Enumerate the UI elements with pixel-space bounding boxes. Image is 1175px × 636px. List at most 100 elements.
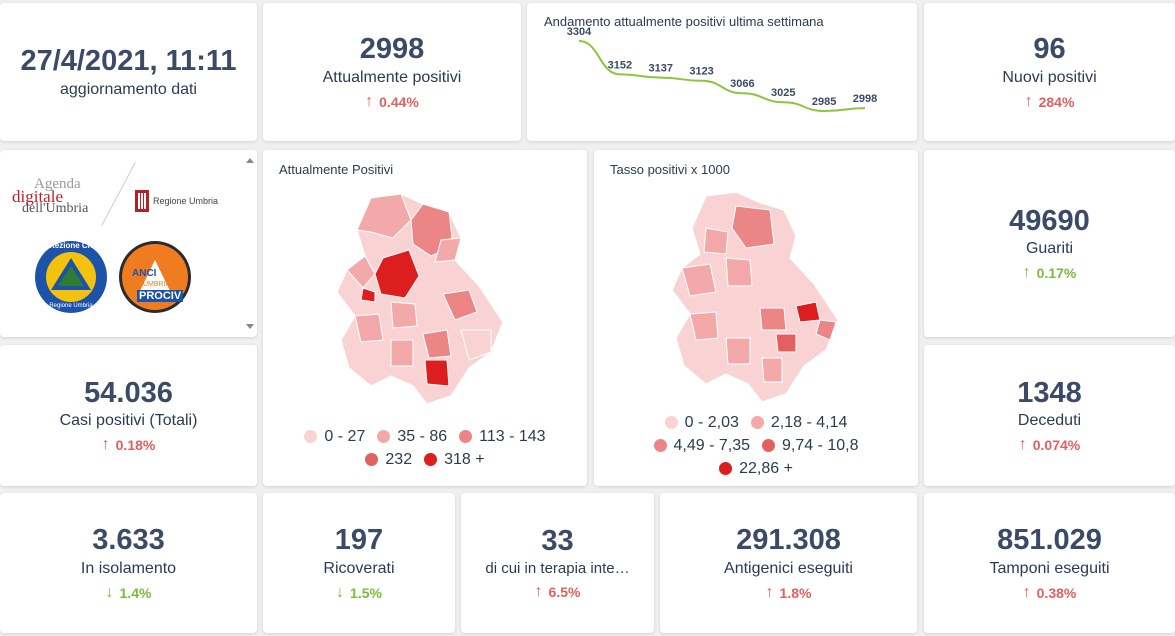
kpi-casi-totali: 54.036 Casi positivi (Totali) ↑ 0.18% xyxy=(0,345,257,486)
legend-item: 22,86 + xyxy=(719,458,793,479)
kpi-change-value: 1.5% xyxy=(350,584,382,601)
agenda-line3: dell'Umbria xyxy=(22,201,89,216)
legend-label: 0 - 2,03 xyxy=(684,414,739,431)
arrow-up-icon: ↑ xyxy=(534,583,543,601)
scroll-up-icon[interactable] xyxy=(246,158,254,163)
arrow-up-icon: ↑ xyxy=(765,583,774,601)
update-card: 27/4/2021, 11:11 aggiornamento dati xyxy=(0,3,257,141)
kpi-change: ↑ 6.5% xyxy=(535,583,581,601)
kpi-change-value: 6.5% xyxy=(548,584,581,601)
legend-label: 0 - 27 xyxy=(324,428,366,445)
legend-label: 318 + xyxy=(444,451,485,468)
kpi-value: 49690 xyxy=(1009,204,1090,237)
legend-label: 22,86 + xyxy=(739,460,793,477)
legend-swatch xyxy=(424,453,438,466)
kpi-change-value: 0.44% xyxy=(379,93,419,110)
kpi-change-value: 0.17% xyxy=(1036,265,1077,282)
map-positivi-legend: 0 - 27 35 - 86 113 - 143 232 318 + xyxy=(263,426,587,472)
trend-data-label: 3066 xyxy=(730,78,754,90)
umbria-map-tasso[interactable] xyxy=(666,188,846,408)
legend-swatch xyxy=(304,430,318,443)
legend-swatch xyxy=(365,453,379,466)
legend-label: 35 - 86 xyxy=(397,428,448,445)
trend-data-label: 3137 xyxy=(648,63,672,75)
arrow-up-icon: ↑ xyxy=(1022,264,1031,282)
kpi-value: 197 xyxy=(334,524,384,557)
arrow-up-icon: ↑ xyxy=(101,436,110,454)
update-label: aggiornamento dati xyxy=(60,80,197,98)
legend-swatch xyxy=(762,439,775,452)
kpi-label: Deceduti xyxy=(1017,412,1082,430)
kpi-change: ↑ 1.8% xyxy=(766,584,812,602)
kpi-value: 3.633 xyxy=(92,524,165,557)
kpi-label: Tamponi eseguiti xyxy=(989,559,1110,577)
legend-item: 4,49 - 7,35 xyxy=(653,435,751,456)
map-positivi-title: Attualmente Positivi xyxy=(279,162,394,177)
kpi-nuovi-positivi: 96 Nuovi positivi ↑ 284% xyxy=(924,3,1175,141)
trend-data-label: 3152 xyxy=(608,59,632,71)
kpi-change-value: 284% xyxy=(1038,93,1075,110)
legend-label: 232 xyxy=(385,451,413,468)
map-tasso-legend: 0 - 2,03 2,18 - 4,14 4,49 - 7,35 9,74 - 10,… xyxy=(594,412,918,481)
anci-label-3: PROCIV xyxy=(137,290,184,302)
legend-label: 4,49 - 7,35 xyxy=(673,437,751,454)
legend-item: 232 xyxy=(365,449,412,470)
scroll-down-icon[interactable] xyxy=(246,324,254,329)
regione-umbria-logo: Regione Umbria xyxy=(135,190,218,212)
kpi-change: ↑ 0.38% xyxy=(1023,584,1077,602)
kpi-label: di cui in terapia inte… xyxy=(485,560,630,578)
trend-data-label: 2998 xyxy=(853,93,877,105)
kpi-deceduti: 1348 Deceduti ↑ 0.074% xyxy=(924,345,1175,486)
kpi-value: 96 xyxy=(1033,33,1066,66)
trend-card: Andamento attualmente positivi ultima se… xyxy=(527,3,917,141)
arrow-down-icon: ↓ xyxy=(336,583,345,601)
trend-data-label: 3123 xyxy=(689,66,713,78)
kpi-change: ↓ 1.4% xyxy=(106,584,152,602)
kpi-value: 1348 xyxy=(1017,376,1082,409)
protezione-sub: Regione Umbria xyxy=(49,303,93,309)
legend-item: 0 - 2,03 xyxy=(664,412,739,433)
kpi-tamponi: 851.029 Tamponi eseguiti ↑ 0.38% xyxy=(924,493,1175,633)
legend-item: 0 - 27 xyxy=(304,426,365,447)
legend-swatch xyxy=(664,416,678,429)
agenda-line1: Agenda xyxy=(34,176,81,192)
kpi-isolamento: 3.633 In isolamento ↓ 1.4% xyxy=(0,493,257,633)
protezione-label: Protezione Civile xyxy=(38,241,104,250)
kpi-change-value: 0.38% xyxy=(1036,584,1077,601)
legend-item: 318 + xyxy=(424,449,485,470)
trend-data-label: 3304 xyxy=(567,26,592,38)
kpi-ricoverati: 197 Ricoverati ↓ 1.5% xyxy=(263,493,455,633)
legend-item: 9,74 - 10,8 xyxy=(762,435,859,456)
kpi-label: Guariti xyxy=(1025,240,1074,258)
kpi-label: Nuovi positivi xyxy=(1002,68,1097,86)
arrow-up-icon: ↑ xyxy=(1024,92,1033,110)
trend-data-label: 2985 xyxy=(812,96,836,108)
logos-card: Agenda digitale dell'Umbria Regione Umbr… xyxy=(0,150,257,337)
legend-swatch xyxy=(377,430,391,443)
kpi-antigenici: 291.308 Antigenici eseguiti ↑ 1.8% xyxy=(660,493,917,633)
arrow-up-icon: ↑ xyxy=(1022,583,1031,601)
kpi-value: 54.036 xyxy=(84,376,173,409)
update-datetime: 27/4/2021, 11:11 xyxy=(20,45,237,78)
kpi-change: ↑ 0.17% xyxy=(1023,264,1077,282)
agenda-line2: digitale xyxy=(12,187,63,206)
kpi-change: ↑ 284% xyxy=(1025,93,1075,111)
regione-emblem-icon xyxy=(135,190,149,212)
kpi-label: Casi positivi (Totali) xyxy=(59,412,198,430)
anci-label-2: UMBRIA xyxy=(143,281,171,288)
kpi-label: Attualmente positivi xyxy=(322,68,462,86)
kpi-attualmente-positivi: 2998 Attualmente positivi ↑ 0.44% xyxy=(263,3,521,141)
legend-swatch xyxy=(750,416,764,429)
legend-swatch xyxy=(653,439,667,452)
trend-data-label: 3025 xyxy=(771,87,795,99)
legend-item: 2,18 - 4,14 xyxy=(750,412,847,433)
kpi-guariti: 49690 Guariti ↑ 0.17% xyxy=(924,150,1175,337)
arrow-up-icon: ↑ xyxy=(365,92,374,110)
umbria-map-positivi[interactable] xyxy=(331,190,511,410)
kpi-change-value: 0.18% xyxy=(115,437,156,454)
trend-line-chart: 3304 3152 3137 3123 3066 3025 2985 2998 xyxy=(567,26,877,113)
legend-item: 35 - 86 xyxy=(377,426,447,447)
kpi-change-value: 1.4% xyxy=(119,584,152,601)
legend-label: 9,74 - 10,8 xyxy=(782,437,859,454)
logos-scrollbar[interactable] xyxy=(245,158,255,329)
